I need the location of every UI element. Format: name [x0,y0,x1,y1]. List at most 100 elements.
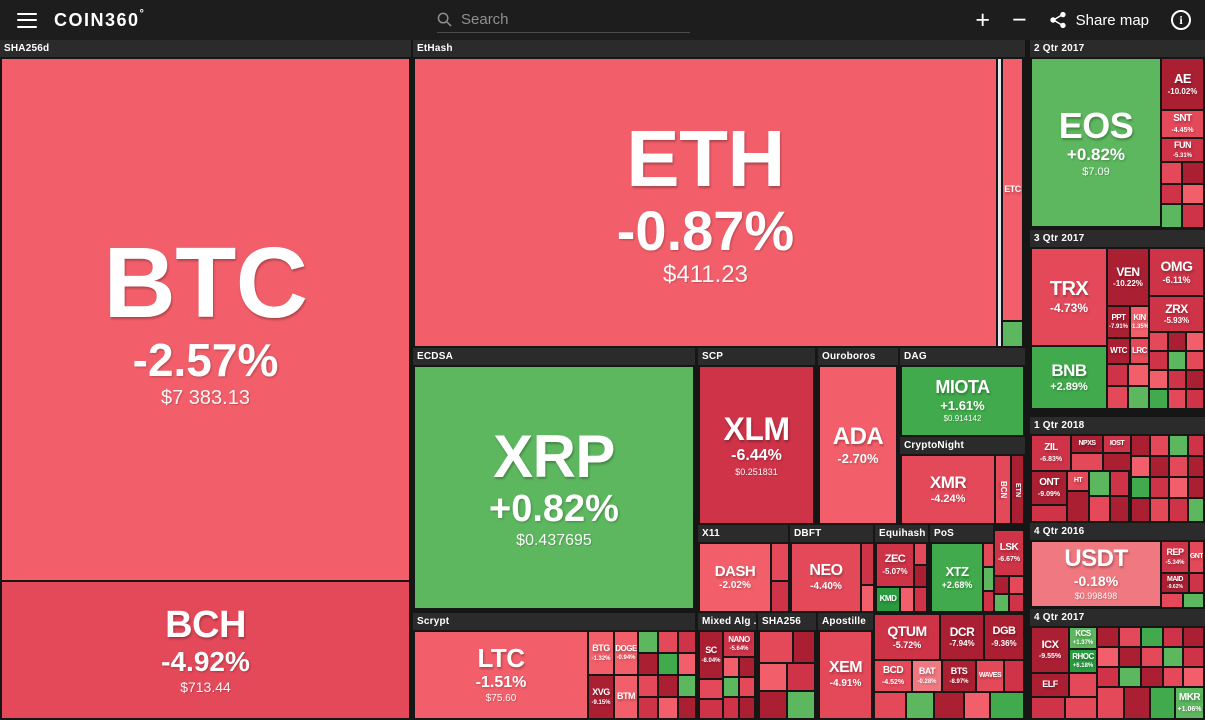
tile[interactable] [991,693,1023,718]
tile-bch[interactable]: BCH -4.92% $713.44 [2,582,409,718]
tile-bcn[interactable]: BCN [996,456,1010,523]
zoom-out-button[interactable]: − [1012,5,1027,34]
tile[interactable] [1187,390,1203,408]
tile[interactable] [740,698,754,718]
tile[interactable] [772,582,788,611]
tile[interactable] [1190,574,1203,592]
tile-dcr[interactable]: DCR -7.94% [941,615,983,659]
tile[interactable] [1170,478,1187,497]
tile[interactable] [659,676,677,696]
tile[interactable] [907,693,933,718]
tile-lsk[interactable]: LSK -6.67% [995,531,1023,575]
tile[interactable] [1164,668,1182,686]
tile[interactable] [965,693,989,718]
tile[interactable] [1125,688,1149,718]
tile[interactable] [1150,333,1167,350]
tile[interactable] [1132,499,1149,521]
tile[interactable] [1129,365,1148,385]
tile-btg[interactable]: BTG -1.32% [589,632,613,674]
tile-usdt[interactable]: USDT -0.18% $0.998498 [1032,542,1160,606]
tile[interactable] [1187,333,1203,350]
tile-ppt[interactable]: PPT -7.91% [1108,307,1129,337]
tile[interactable] [862,544,873,584]
tile[interactable] [1151,457,1168,476]
tile-btm[interactable]: BTM [615,676,637,718]
tile-ae[interactable]: AE -10.02% [1162,59,1203,109]
tile[interactable] [862,586,873,611]
tile[interactable] [794,632,814,662]
tile[interactable] [984,544,993,566]
tile[interactable] [1151,499,1168,521]
tile[interactable] [1187,371,1203,388]
tile-fun[interactable]: FUN -5.31% [1162,139,1203,161]
tile-xem[interactable]: XEM -4.91% [820,632,871,718]
tile[interactable] [1108,387,1127,408]
tile-ltc[interactable]: LTC -1.51% $75.60 [415,632,587,718]
tile-rep[interactable]: REP -5.34% [1162,542,1188,572]
tile[interactable] [1142,648,1162,666]
tile-lrc[interactable]: LRC [1131,339,1148,363]
tile-doge[interactable]: DOGE -0.94% [615,632,637,674]
tile[interactable] [1120,648,1140,666]
tile[interactable] [1111,472,1128,495]
tile[interactable] [1098,648,1118,666]
tile[interactable] [679,654,695,674]
tile[interactable] [1066,698,1096,718]
tile[interactable] [1170,457,1187,476]
tile-dgb[interactable]: DGB -9.36% [985,615,1023,659]
tile-icx[interactable]: ICX -9.55% [1032,628,1068,672]
tile-iost[interactable]: IOST [1104,436,1130,452]
tile-kmd[interactable]: KMD [877,588,899,611]
tile[interactable] [984,592,993,611]
tile[interactable] [1151,478,1168,497]
tile-etn[interactable]: ETN [1012,456,1023,523]
tile-qtum[interactable]: QTUM -5.72% [875,615,939,659]
tile-rhoc[interactable]: RHOC +6.18% [1070,650,1096,672]
tile[interactable] [700,700,722,718]
tile[interactable] [1142,668,1162,686]
tile[interactable] [1189,436,1203,455]
tile-zil[interactable]: ZIL -6.83% [1032,436,1070,470]
tile[interactable] [995,577,1008,593]
tile[interactable] [760,632,792,662]
tile[interactable] [1104,454,1130,470]
tile[interactable] [1184,648,1203,666]
tile[interactable] [1142,628,1162,646]
tile[interactable] [1090,497,1109,521]
tile[interactable] [1132,457,1149,476]
tile[interactable] [788,664,814,690]
tile[interactable] [1003,322,1022,346]
tile[interactable] [1132,436,1149,455]
tile[interactable] [1162,185,1181,203]
info-button[interactable]: i [1171,10,1191,30]
tile[interactable] [679,632,695,652]
tile[interactable] [1111,497,1128,521]
tile[interactable] [1129,387,1148,408]
tile-zrx[interactable]: ZRX -5.93% [1150,297,1203,331]
tile[interactable] [995,595,1008,611]
tile-ht[interactable]: HT [1068,472,1088,490]
tile[interactable] [1010,595,1023,611]
tile[interactable] [1090,472,1109,495]
menu-icon[interactable] [17,12,37,28]
tile-ada[interactable]: ADA -2.70% [820,367,896,523]
tile[interactable] [1183,163,1203,183]
tile[interactable] [1162,205,1181,227]
tile[interactable] [1150,371,1167,388]
share-button[interactable]: Share map [1049,11,1149,29]
tile[interactable] [760,664,786,690]
tile-waves[interactable]: WAVES [977,661,1003,691]
tile-snt[interactable]: SNT -4.45% [1162,111,1203,137]
tile-xtz[interactable]: XTZ +2.68% [932,544,982,611]
tile[interactable] [875,693,905,718]
tile-trx[interactable]: TRX -4.73% [1032,249,1106,345]
tile[interactable] [659,698,677,718]
tile[interactable] [1032,698,1064,718]
tile-nano[interactable]: NANO -5.64% [724,632,754,656]
tile[interactable] [1150,390,1167,408]
tile[interactable] [760,692,786,718]
tile-bat[interactable]: BAT -0.28% [913,661,941,691]
tile[interactable] [740,658,754,676]
tile-ven[interactable]: VEN -10.22% [1108,249,1148,305]
tile-omg[interactable]: OMG -6.11% [1150,249,1203,295]
